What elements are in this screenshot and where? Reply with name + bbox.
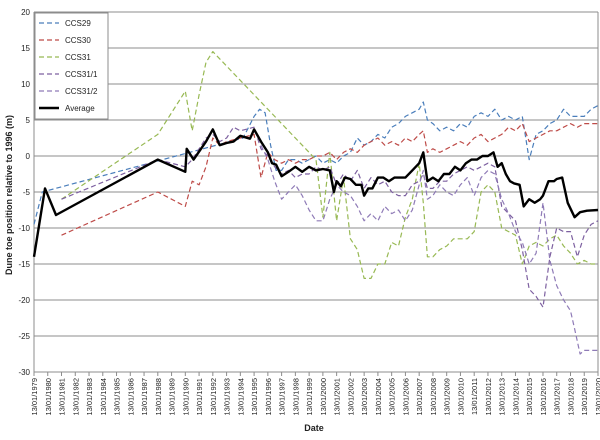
legend-label: CCS31	[65, 53, 91, 62]
x-tick-label: 13/01/1984	[99, 378, 108, 416]
y-tick-label: -25	[18, 332, 30, 341]
legend-label: CCS29	[65, 19, 91, 28]
x-tick-label: 13/01/2007	[415, 378, 424, 416]
x-tick-label: 13/01/2014	[511, 378, 520, 416]
x-tick-label: 13/01/1997	[278, 378, 287, 416]
y-axis-title: Dune toe position relative to 1996 (m)	[4, 115, 14, 275]
series-line-ccs30	[61, 123, 598, 236]
y-tick-label: -15	[18, 260, 30, 269]
x-tick-label: 13/01/1979	[30, 378, 39, 416]
x-tick-label: 13/01/2006	[401, 378, 410, 416]
y-tick-label: -5	[23, 188, 31, 197]
x-tick-label: 13/01/1994	[236, 378, 245, 416]
x-tick-label: 13/01/1990	[181, 378, 190, 416]
x-tick-label: 13/01/1998	[291, 378, 300, 416]
series-line-average	[32, 128, 599, 257]
series-line-ccs31-1	[61, 126, 599, 308]
x-tick-label: 13/01/2019	[580, 378, 589, 416]
x-tick-label: 13/01/1995	[250, 378, 259, 416]
x-tick-label: 13/01/2001	[333, 378, 342, 416]
x-tick-label: 13/01/2020	[594, 378, 600, 416]
x-tick-label: 13/01/2005	[388, 378, 397, 416]
x-tick-label: 13/01/1989	[168, 378, 177, 416]
x-tick-label: 13/01/1991	[195, 378, 204, 416]
y-tick-label: 15	[21, 44, 30, 53]
series-line-ccs31	[61, 51, 598, 279]
legend-label: CCS31/1	[65, 70, 98, 79]
x-tick-label: 13/01/1982	[71, 378, 80, 416]
x-tick-label: 13/01/2003	[360, 378, 369, 416]
x-tick-label: 13/01/2016	[539, 378, 548, 416]
x-tick-label: 13/01/1986	[126, 378, 135, 416]
legend-label: Average	[65, 104, 95, 113]
x-tick-label: 13/01/2018	[566, 378, 575, 416]
x-tick-label: 13/01/1996	[264, 378, 273, 416]
x-tick-label: 13/01/1981	[58, 378, 67, 416]
x-tick-label: 13/01/2011	[470, 378, 479, 415]
x-tick-label: 13/01/1988	[154, 378, 163, 416]
y-tick-label: -30	[18, 368, 30, 377]
x-tick-label: 13/01/1992	[209, 378, 218, 416]
x-tick-label: 13/01/2010	[456, 378, 465, 416]
x-tick-label: 13/01/2012	[484, 378, 493, 416]
x-tick-label: 13/01/2002	[346, 378, 355, 416]
legend-label: CCS31/2	[65, 87, 98, 96]
y-tick-label: -20	[18, 296, 30, 305]
x-tick-label: 13/01/1993	[223, 378, 232, 416]
x-axis-title: Date	[304, 423, 324, 433]
legend-label: CCS30	[65, 36, 91, 45]
series-line-ccs31-2	[260, 144, 598, 355]
x-tick-label: 13/01/1987	[140, 378, 149, 416]
x-tick-label: 13/01/2015	[525, 378, 534, 416]
y-tick-label: -10	[18, 224, 30, 233]
x-tick-label: 13/01/2013	[498, 378, 507, 416]
y-tick-label: 5	[26, 116, 31, 125]
y-tick-label: 10	[21, 80, 30, 89]
x-tick-label: 13/01/1985	[113, 378, 122, 416]
legend-box	[34, 12, 109, 120]
x-tick-label: 13/01/2008	[429, 378, 438, 416]
x-tick-label: 13/01/2000	[319, 378, 328, 416]
x-tick-label: 13/01/2004	[374, 378, 383, 416]
x-tick-label: 13/01/1980	[44, 378, 53, 416]
y-tick-label: 20	[21, 8, 30, 17]
x-tick-label: 13/01/1983	[85, 378, 94, 416]
y-tick-label: 0	[26, 152, 31, 161]
x-tick-label: 13/01/2017	[553, 378, 562, 416]
x-tick-label: 13/01/2009	[443, 378, 452, 416]
x-tick-label: 13/01/1999	[305, 378, 314, 416]
